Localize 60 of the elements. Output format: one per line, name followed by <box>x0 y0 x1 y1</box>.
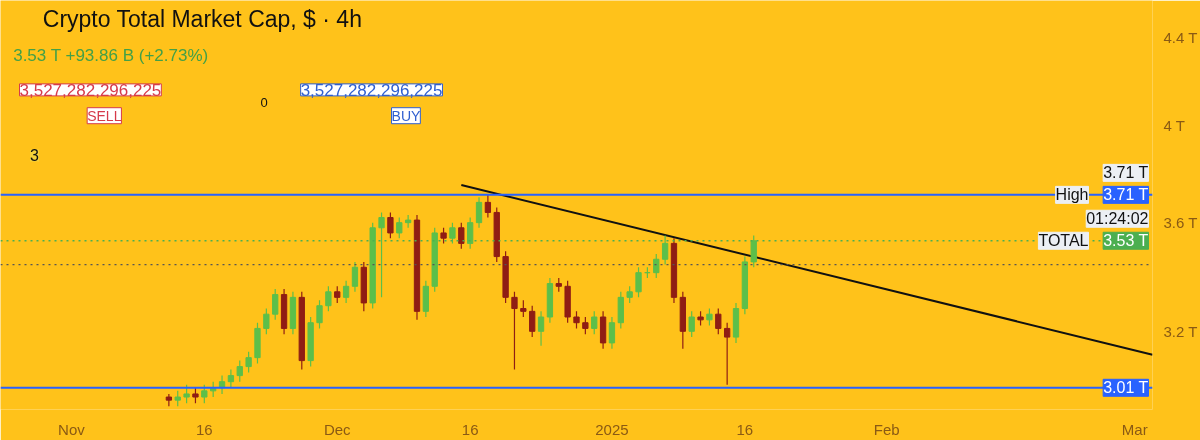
candlestick <box>750 234 757 268</box>
annotation: 3.71 T <box>1103 164 1149 182</box>
annotation: 01:24:02 <box>1086 210 1149 228</box>
candlestick <box>263 307 270 335</box>
candlestick <box>608 316 616 350</box>
candlestick <box>316 299 323 330</box>
candlestick <box>537 310 545 347</box>
candlestick <box>378 211 385 298</box>
x-tick-label: Nov <box>58 420 86 438</box>
candlestick <box>715 307 722 335</box>
annotation: SELL <box>87 107 122 124</box>
candlestick <box>688 310 695 338</box>
y-tick-label: 3.2 T <box>1163 322 1198 340</box>
candlestick <box>165 393 173 407</box>
candlestick <box>449 222 456 244</box>
candlestick <box>529 305 536 338</box>
candlestick <box>635 266 642 298</box>
y-tick-label: 4.4 T <box>1163 28 1198 46</box>
ref-line-label: 3.71 T <box>1103 186 1149 204</box>
x-tick-label: 16 <box>195 420 213 438</box>
candlestick <box>227 368 235 389</box>
annotation: TOTAL <box>1038 232 1089 250</box>
candlestick <box>201 384 208 404</box>
candlestick <box>511 291 518 371</box>
x-tick-label: 2025 <box>595 420 629 438</box>
annotation: 3,527,282,296,225 <box>19 80 162 100</box>
candlestick <box>183 384 190 404</box>
candlestick <box>236 360 243 383</box>
candlestick <box>484 194 492 219</box>
candlestick <box>245 351 252 374</box>
annotation: 3 <box>30 147 40 165</box>
y-tick-label: 4 T <box>1163 116 1185 134</box>
candlestick <box>467 216 474 250</box>
candlestick <box>351 261 359 293</box>
x-tick-label: 16 <box>461 420 479 438</box>
candlestick <box>475 196 483 229</box>
x-tick-label: Dec <box>323 420 352 438</box>
candlestick <box>591 310 598 335</box>
candlestick <box>458 222 465 250</box>
ref-line-label: 3.01 T <box>1103 379 1149 397</box>
annotation: 0 <box>260 94 268 110</box>
annotation: 3.53 T +93.86 B (+2.73%) <box>13 46 209 66</box>
ref-line-label: 3.53 T <box>1103 232 1149 250</box>
x-tick-label: Mar <box>1121 420 1148 438</box>
annotation: High <box>1055 186 1089 204</box>
candlestick <box>661 234 669 266</box>
y-tick-label: 3.6 T <box>1163 214 1198 232</box>
x-tick-label: Feb <box>873 420 900 438</box>
candlestick <box>387 211 394 239</box>
candlestick <box>723 322 731 386</box>
candlestick <box>653 253 660 279</box>
candlestick <box>272 288 279 321</box>
candlestick <box>404 214 412 229</box>
candlestick <box>325 285 332 312</box>
candlestick <box>396 216 403 239</box>
annotation: BUY <box>391 107 421 124</box>
chart-title: Crypto Total Market Cap, $ · 4h <box>42 6 362 33</box>
annotation: 3,527,282,296,225 <box>300 80 443 100</box>
candlestick <box>342 280 350 304</box>
x-tick-label: 16 <box>736 420 754 438</box>
